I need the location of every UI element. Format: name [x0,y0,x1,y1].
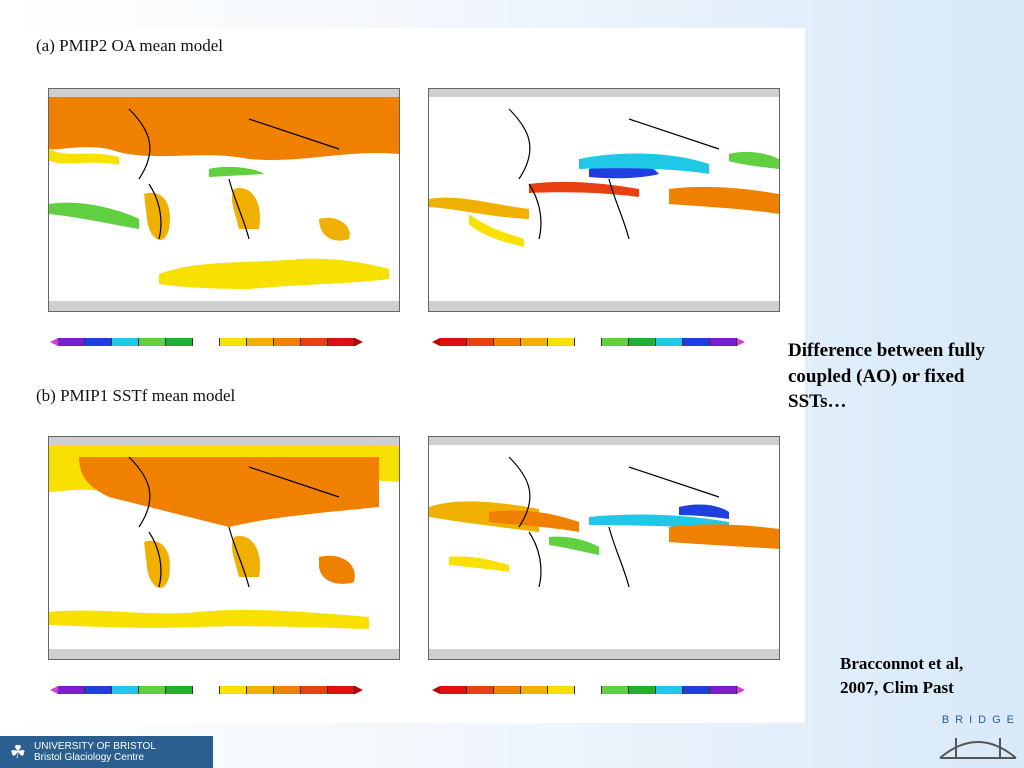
bridge-icon [939,738,1017,759]
figure-panel: (a) PMIP2 OA mean model (b) PMIP1 SSTf m… [20,28,805,723]
footer-line1: UNIVERSITY OF BRISTOL [34,741,156,752]
bridge-logo: BRIDGE [936,714,1020,764]
bridge-logo-text: BRIDGE [941,714,1020,726]
colorbar-a-right [432,338,745,346]
colorbar-a-left [50,338,363,346]
side-text: Difference between fully coupled (AO) or… [788,340,985,413]
colorbar-b-left [50,686,363,694]
citation-line1: Bracconnot et al, [840,654,964,673]
map-a-left [48,88,400,312]
citation: Bracconnot et al, 2007, Clim Past [840,652,963,700]
footer-text: UNIVERSITY OF BRISTOL Bristol Glaciology… [34,741,156,763]
panel-a-title: (a) PMIP2 OA mean model [36,36,223,55]
map-b-left [48,436,400,660]
university-crest-icon: ☘ [9,742,27,762]
map-a-right [428,88,780,312]
colorbar-b-right [432,686,745,694]
panel-b-title: (b) PMIP1 SSTf mean model [36,386,236,405]
citation-line2: 2007, Clim Past [840,677,954,697]
footer-bar: ☘ UNIVERSITY OF BRISTOL Bristol Glaciolo… [0,736,213,768]
map-b-right [428,436,780,660]
footer-line2: Bristol Glaciology Centre [34,752,145,763]
